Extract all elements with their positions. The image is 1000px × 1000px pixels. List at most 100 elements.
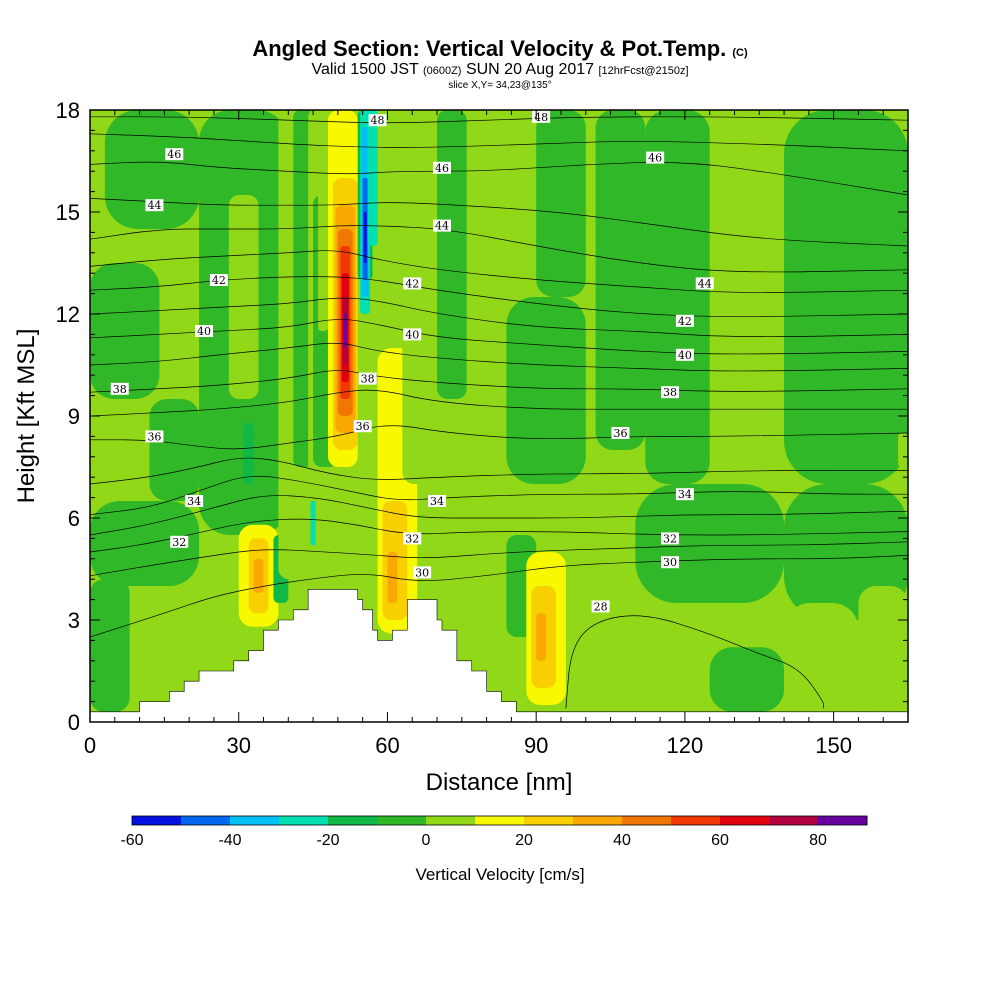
y-tick-label: 3 (68, 608, 80, 633)
velocity-cell-36 (437, 110, 467, 399)
isentrope-label-box-9 (403, 277, 422, 290)
isentrope-label-box-2 (165, 148, 184, 161)
isentrope-label-40: 40 (197, 325, 211, 338)
isentrope-label-28: 28 (594, 600, 608, 613)
isentrope-label-box-16 (661, 386, 680, 399)
velocity-cell-42 (506, 297, 586, 484)
isentrope-label-44: 44 (698, 277, 712, 290)
isentrope-label-46: 46 (648, 152, 662, 165)
isentrope-48 (90, 116, 908, 124)
colorbar-swatch-8 (524, 816, 574, 825)
velocity-cell-52 (784, 603, 859, 712)
velocity-cell-15 (310, 501, 316, 546)
isentrope-label-box-5 (145, 199, 164, 212)
isentrope-label-32: 32 (663, 532, 677, 545)
isentrope-label-44: 44 (147, 199, 161, 212)
x-tick-label: 0 (84, 733, 96, 758)
isentrope-label-box-24 (403, 532, 422, 545)
velocity-cell-41 (536, 613, 547, 661)
isentrope-lines (90, 116, 908, 709)
velocity-cell-0 (90, 579, 130, 712)
x-tick-label: 90 (524, 733, 548, 758)
x-axis-title: Distance [nm] (426, 769, 573, 796)
isentrope-label-30: 30 (663, 556, 677, 569)
isentrope-34 (90, 475, 908, 515)
colorbar-swatch-7 (475, 816, 525, 825)
isentrope-label-box-26 (413, 566, 432, 579)
velocity-cell-2 (90, 263, 160, 399)
colorbar-swatch-10 (622, 816, 672, 825)
colorbar-swatch-0 (132, 816, 182, 825)
isentrope-46 (90, 161, 908, 196)
colorbar-tick-label: 60 (711, 832, 729, 849)
colorbar-tick-label: 80 (809, 832, 827, 849)
velocity-cell-30 (363, 212, 367, 263)
colorbar-tick-label: 20 (515, 832, 533, 849)
plot-area: 48 48 46 46 46 44 44 44 42 42 42 40 40 40 38 38 38 36 36 36… (90, 110, 908, 722)
velocity-cell-43 (536, 110, 586, 297)
colorbar-tick-label: -60 (120, 832, 143, 849)
colorbar-swatch-1 (181, 816, 231, 825)
isentrope-label-box-4 (646, 151, 665, 164)
isentrope-label-38: 38 (113, 383, 127, 396)
colorbar-tick-label: -20 (316, 832, 339, 849)
isentrope-39 (90, 342, 908, 372)
velocity-cell-50 (610, 613, 710, 712)
isentrope-label-box-14 (110, 382, 129, 395)
terrain-mask (90, 589, 908, 722)
colorbar-tick-label: -40 (218, 832, 241, 849)
isentrope-40 (90, 319, 908, 355)
isentrope-label-box-19 (611, 427, 630, 439)
isentrope-label-42: 42 (212, 274, 226, 287)
isentrope-labels: 48 48 46 46 46 44 44 44 42 42 42 40 40 40 38 38 38 36 36 36… (110, 110, 714, 613)
isentrope-label-42: 42 (405, 277, 419, 290)
isentrope-label-48: 48 (371, 114, 385, 127)
velocity-cell-46 (714, 263, 785, 467)
isentrope-35 (90, 457, 908, 485)
isentrope-37 (90, 389, 908, 417)
isentrope-label-box-11 (195, 325, 214, 337)
isentrope-41 (90, 297, 908, 338)
velocity-cell-47 (784, 110, 908, 484)
colorbar-swatch-6 (426, 816, 476, 825)
isentrope-label-46: 46 (435, 162, 449, 175)
velocity-cell-44 (595, 110, 646, 450)
isentrope-42 (90, 276, 908, 317)
isentrope-label-box-17 (145, 430, 164, 443)
chart-slice-info: slice X,Y= 34,23@135° (448, 80, 551, 91)
isentrope-label-box-28 (591, 600, 610, 613)
isentrope-28 (565, 615, 825, 709)
isentrope-label-box-21 (428, 495, 447, 507)
x-axis: 0 30 60 90 120 150 (84, 110, 909, 758)
velocity-field (90, 110, 908, 712)
isentrope-label-box-3 (432, 161, 451, 174)
isentrope-47 (90, 133, 908, 152)
x-tick-label: 150 (815, 733, 852, 758)
chart-valid-time: Valid 1500 JST (0600Z) SUN 20 Aug 2017 [… (311, 61, 688, 78)
velocity-cell-51 (709, 647, 785, 712)
isentrope-label-box-12 (403, 328, 422, 341)
velocity-cell-9 (253, 558, 264, 593)
velocity-cell-54 (898, 433, 908, 467)
isentrope-31 (90, 541, 908, 577)
velocity-cell-31 (367, 110, 378, 246)
y-tick-label: 6 (68, 506, 80, 531)
velocity-cell-17 (318, 127, 328, 331)
velocity-cell-45 (645, 110, 710, 484)
isentrope-45 (90, 198, 908, 247)
isentrope-label-36: 36 (613, 427, 627, 440)
y-axis-title: Height [Kft MSL] (13, 329, 40, 504)
colorbar-title: Vertical Velocity [cm/s] (415, 865, 584, 884)
isentrope-44 (90, 225, 908, 273)
isentrope-30 (90, 555, 908, 638)
colorbar-tick-label: 0 (422, 832, 431, 849)
isentrope-label-44: 44 (435, 220, 449, 233)
colorbar-swatch-9 (573, 816, 623, 825)
colorbar: -60 -40 -20 0 20 40 60 80 (120, 815, 868, 849)
isentrope-label-46: 46 (167, 148, 181, 161)
velocity-cell-25 (343, 314, 347, 348)
isentrope-label-42: 42 (678, 315, 692, 328)
isentrope-label-box-25 (661, 532, 680, 545)
